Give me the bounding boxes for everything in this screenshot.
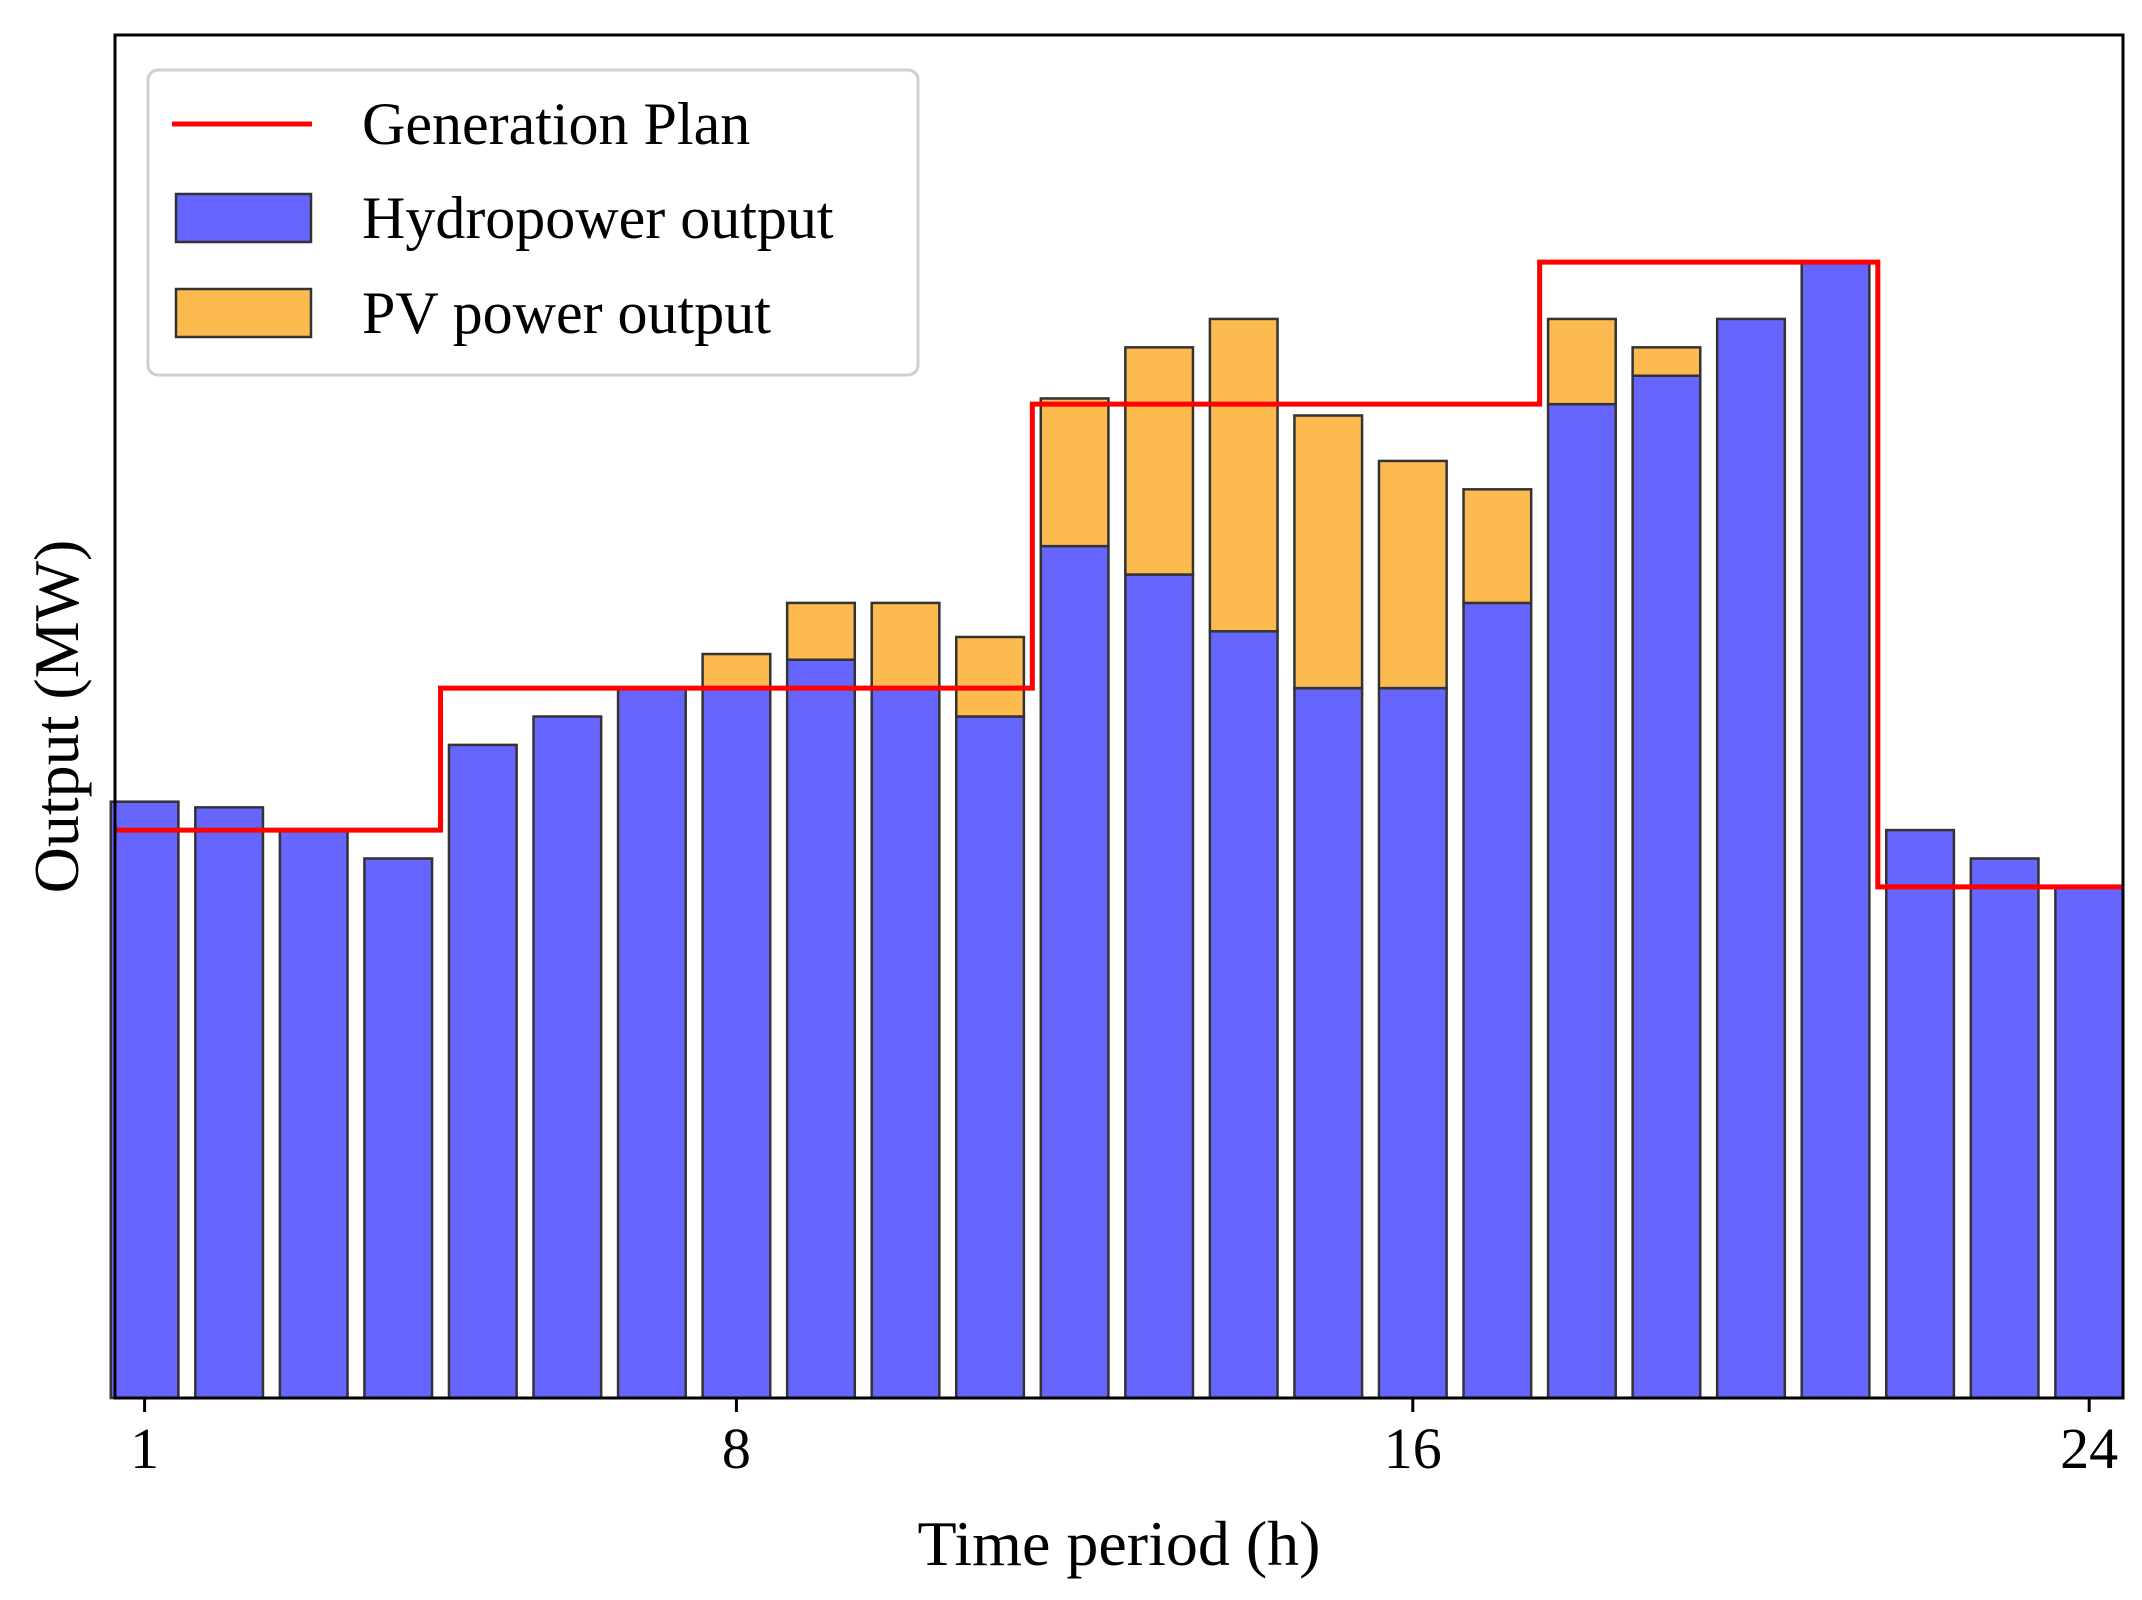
hydro-bar-7	[616, 686, 687, 1400]
hydro-bar-14	[1208, 630, 1279, 1400]
pv-bar-18	[1546, 317, 1617, 406]
pv-bar-13	[1124, 346, 1195, 576]
legend: Generation Plan Hydropower output PV power…	[146, 68, 920, 377]
plot-frame	[113, 33, 2125, 1400]
hydro-bar-15	[1293, 686, 1364, 1400]
hydro-bar-20	[1715, 317, 1787, 1400]
hydro-bar-13	[1124, 573, 1195, 1400]
hydro-bar-6	[532, 715, 603, 1400]
hydro-bar-12	[1039, 544, 1110, 1400]
x-tick-label-8: 8	[722, 1416, 751, 1481]
pv-bar-9	[785, 601, 857, 661]
pv-bar-10	[870, 601, 941, 690]
hydro-bar-22	[1885, 828, 1956, 1400]
hydro-bar-10	[870, 686, 941, 1400]
pv-bar-12	[1039, 397, 1110, 548]
hydro-bar-8	[701, 686, 772, 1400]
pv-bar-16	[1377, 459, 1448, 690]
pv-bar-15	[1293, 414, 1364, 690]
pv-bar-8	[701, 652, 772, 690]
x-axis-ticks: 1 8 16 24	[130, 1398, 2118, 1481]
hydro-bar-19	[1631, 374, 1702, 1400]
pv-bar-17	[1462, 488, 1533, 605]
generation-plan-line	[115, 259, 2123, 890]
pv-bar-11	[954, 635, 1026, 718]
hydro-bar-4	[363, 857, 434, 1400]
legend-label-0: Generation Plan	[362, 91, 750, 157]
hydro-bar-11	[954, 715, 1026, 1400]
hydro-bar-9	[785, 658, 857, 1400]
hydro-bar-16	[1377, 686, 1448, 1400]
hydro-bar-1	[109, 800, 180, 1400]
hydro-bar-21	[1800, 260, 1871, 1400]
legend-label-1: Hydropower output	[362, 185, 834, 251]
legend-box-swatch-2	[174, 287, 313, 339]
bars-layer	[109, 260, 2125, 1400]
hydro-bar-23	[1969, 857, 2040, 1400]
plan-layer	[115, 259, 2123, 890]
hydro-bar-17	[1462, 601, 1533, 1400]
hydro-bar-3	[278, 828, 349, 1400]
hydro-bar-2	[194, 806, 265, 1400]
pv-bar-14	[1208, 317, 1279, 633]
x-tick-label-16: 16	[1384, 1416, 1442, 1481]
legend-label-2: PV power output	[362, 280, 771, 346]
x-axis-label: Time period (h)	[918, 1508, 1321, 1579]
hydro-bar-24	[2054, 885, 2125, 1400]
y-axis-label: Output (MW)	[21, 540, 92, 894]
legend-box	[146, 68, 920, 377]
hydro-bar-5	[447, 743, 518, 1400]
hydro-bar-18	[1546, 402, 1617, 1400]
pv-bar-19	[1631, 346, 1702, 377]
x-tick-label-24: 24	[2060, 1416, 2118, 1481]
x-tick-label-1: 1	[130, 1416, 159, 1481]
legend-box-swatch-1	[174, 192, 313, 244]
